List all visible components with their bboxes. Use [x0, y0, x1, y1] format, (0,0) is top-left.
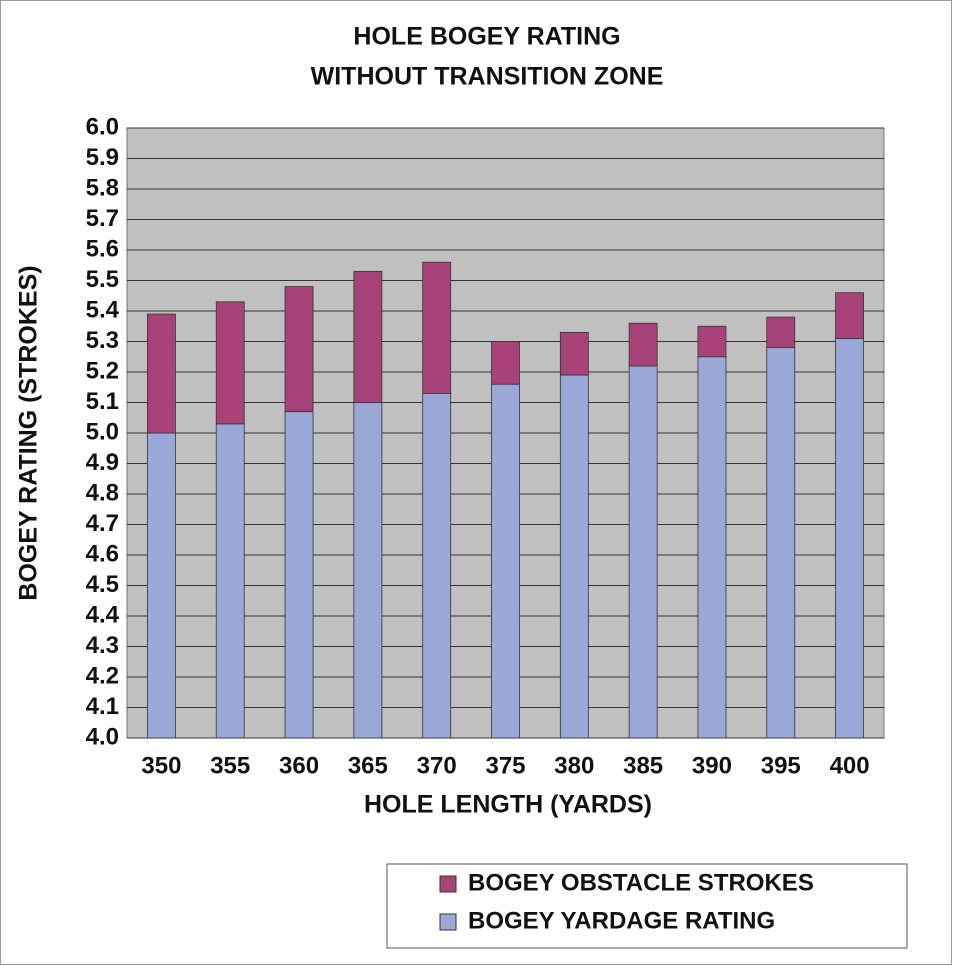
bar-segment: [766, 347, 796, 739]
bar-segment: [766, 316, 796, 349]
bar-segment: [697, 325, 727, 358]
x-tick-label: 390: [692, 752, 732, 779]
y-tick-label: 5.8: [86, 174, 119, 201]
bar-segment: [491, 341, 520, 385]
x-tick-label: 365: [348, 752, 388, 779]
y-tick-label: 4.7: [86, 510, 119, 537]
y-tick-label: 4.5: [86, 571, 119, 598]
legend-swatch: [439, 913, 457, 931]
y-tick-label: 5.3: [86, 327, 119, 354]
y-tick-label: 4.3: [86, 632, 119, 659]
x-tick-label: 350: [141, 752, 181, 779]
x-tick-label: 355: [210, 752, 250, 779]
y-tick-label: 5.9: [86, 144, 119, 171]
bar-segment: [835, 292, 864, 339]
legend-label: BOGEY OBSTACLE STROKES: [468, 869, 814, 896]
y-tick-label: 5.7: [86, 205, 119, 232]
bar-segment: [353, 402, 383, 739]
bar-segment: [628, 365, 658, 739]
y-tick-label: 6.0: [86, 113, 119, 140]
x-tick-label: 380: [554, 752, 594, 779]
chart-subtitle: WITHOUT TRANSITION ZONE: [311, 63, 664, 91]
bar-segment: [422, 392, 452, 739]
legend-label: BOGEY YARDAGE RATING: [468, 907, 775, 934]
x-axis-title: HOLE LENGTH (YARDS): [364, 791, 652, 819]
y-tick-label: 4.4: [86, 601, 120, 628]
y-tick-label: 5.1: [86, 388, 119, 415]
bar-segment: [491, 383, 520, 739]
y-tick-label: 4.0: [86, 723, 119, 750]
x-tick-label: 370: [417, 752, 457, 779]
bar-segment: [215, 301, 245, 425]
y-tick-label: 4.2: [86, 662, 119, 689]
bar-segment: [559, 331, 589, 376]
y-tick-label: 5.5: [86, 266, 119, 293]
bar-segment: [215, 423, 245, 739]
x-tick-label: 400: [830, 752, 870, 779]
bar-segment: [147, 432, 176, 739]
bar-segment: [422, 261, 452, 394]
bar-segment: [628, 322, 658, 367]
legend-swatch: [439, 875, 457, 893]
y-tick-label: 4.8: [86, 479, 119, 506]
x-tick-label: 385: [623, 752, 663, 779]
x-tick-label: 375: [485, 752, 525, 779]
y-tick-label: 5.6: [86, 235, 119, 262]
bar-segment: [559, 374, 589, 739]
y-tick-label: 4.1: [86, 693, 119, 720]
bar-segment: [353, 270, 383, 403]
y-tick-label: 5.2: [86, 357, 119, 384]
bar-segment: [835, 338, 864, 739]
y-axis-title: BOGEY RATING (STROKES): [15, 265, 43, 600]
bar-segment: [284, 411, 314, 739]
bar-segment: [284, 286, 314, 413]
bar-segment: [147, 313, 176, 434]
y-tick-label: 4.9: [86, 449, 119, 476]
y-tick-label: 4.6: [86, 540, 119, 567]
chart-title: HOLE BOGEY RATING: [353, 23, 620, 51]
y-tick-label: 5.4: [86, 296, 120, 323]
x-tick-label: 360: [279, 752, 319, 779]
y-tick-label: 5.0: [86, 418, 119, 445]
x-tick-label: 395: [761, 752, 801, 779]
bar-segment: [697, 356, 727, 739]
legend-box: [386, 863, 908, 949]
